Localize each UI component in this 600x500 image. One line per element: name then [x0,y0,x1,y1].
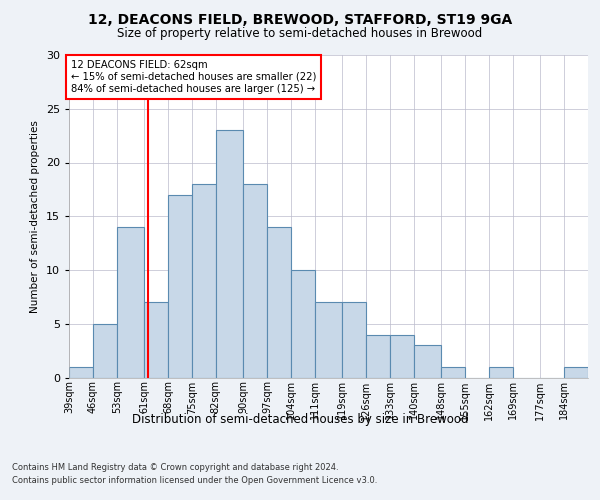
Bar [441,367,465,378]
Text: Size of property relative to semi-detached houses in Brewood: Size of property relative to semi-detach… [118,28,482,40]
Bar [315,302,342,378]
Bar [291,270,315,378]
Text: 12 DEACONS FIELD: 62sqm
← 15% of semi-detached houses are smaller (22)
84% of se: 12 DEACONS FIELD: 62sqm ← 15% of semi-de… [71,60,316,94]
Y-axis label: Number of semi-detached properties: Number of semi-detached properties [30,120,40,312]
Bar [168,194,192,378]
Bar [144,302,168,378]
Bar [216,130,243,378]
Bar [192,184,216,378]
Bar [69,367,93,378]
Text: Distribution of semi-detached houses by size in Brewood: Distribution of semi-detached houses by … [132,412,468,426]
Bar [366,334,390,378]
Bar [93,324,117,378]
Text: Contains public sector information licensed under the Open Government Licence v3: Contains public sector information licen… [12,476,377,485]
Bar [117,227,144,378]
Bar [564,367,588,378]
Text: Contains HM Land Registry data © Crown copyright and database right 2024.: Contains HM Land Registry data © Crown c… [12,462,338,471]
Text: 12, DEACONS FIELD, BREWOOD, STAFFORD, ST19 9GA: 12, DEACONS FIELD, BREWOOD, STAFFORD, ST… [88,12,512,26]
Bar [414,345,441,378]
Bar [267,227,291,378]
Bar [243,184,267,378]
Bar [342,302,366,378]
Bar [489,367,513,378]
Bar [390,334,414,378]
